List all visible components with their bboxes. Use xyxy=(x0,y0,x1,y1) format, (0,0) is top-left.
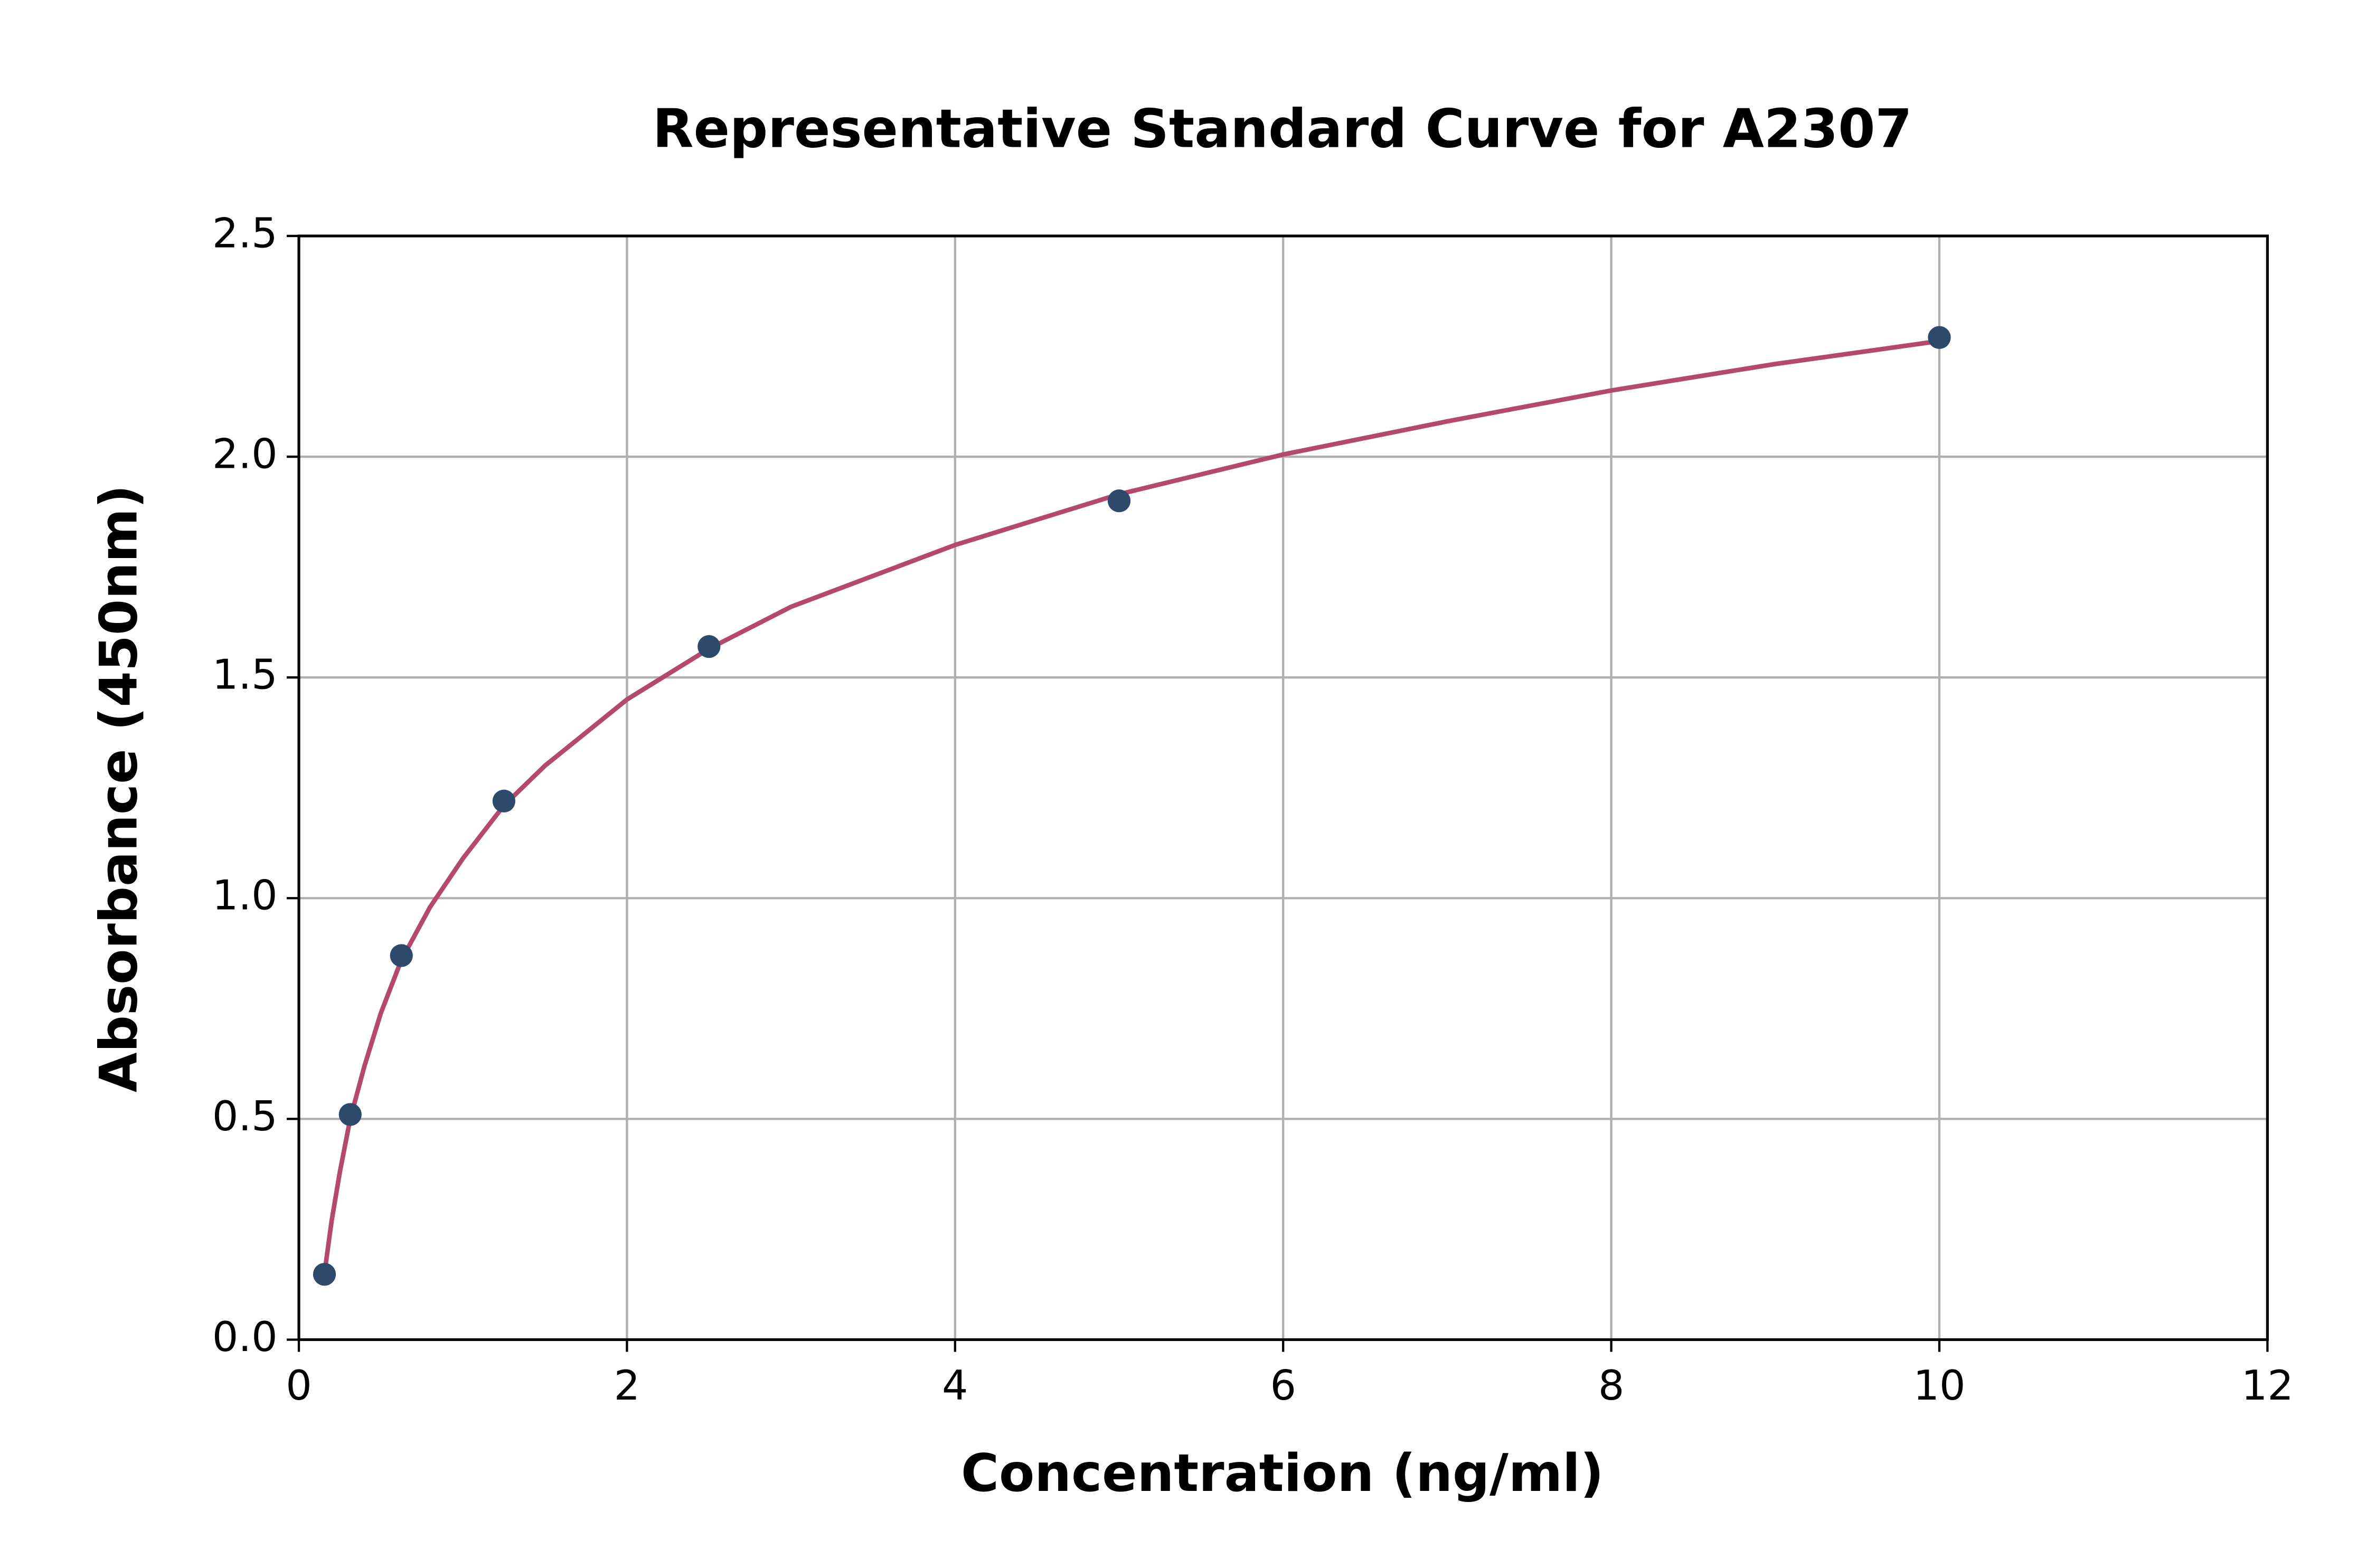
y-tick-label: 1.0 xyxy=(212,872,278,920)
y-axis-label: Absorbance (450nm) xyxy=(89,485,149,1092)
y-tick-label: 2.0 xyxy=(212,431,278,478)
data-point xyxy=(338,1103,362,1126)
x-tick-label: 4 xyxy=(942,1362,968,1410)
y-tick-label: 0.0 xyxy=(212,1314,278,1361)
x-tick-label: 10 xyxy=(1913,1362,1965,1410)
data-point xyxy=(697,635,721,658)
x-tick-label: 12 xyxy=(2241,1362,2294,1410)
data-point xyxy=(1107,489,1131,513)
data-point xyxy=(492,789,516,813)
x-axis-label: Concentration (ng/ml) xyxy=(961,1443,1604,1504)
data-point xyxy=(1928,326,1951,349)
data-point xyxy=(390,944,413,967)
y-tick-label: 2.5 xyxy=(212,210,278,257)
y-tick-label: 0.5 xyxy=(212,1093,278,1140)
y-tick-label: 1.5 xyxy=(212,651,278,699)
data-point xyxy=(313,1263,336,1286)
x-tick-label: 2 xyxy=(614,1362,640,1410)
x-tick-label: 0 xyxy=(286,1362,312,1410)
x-tick-label: 6 xyxy=(1270,1362,1296,1410)
chart-title: Representative Standard Curve for A2307 xyxy=(653,98,1912,160)
x-tick-label: 8 xyxy=(1598,1362,1625,1410)
fit-curve xyxy=(322,338,1940,1274)
plot-frame xyxy=(297,234,2269,1342)
